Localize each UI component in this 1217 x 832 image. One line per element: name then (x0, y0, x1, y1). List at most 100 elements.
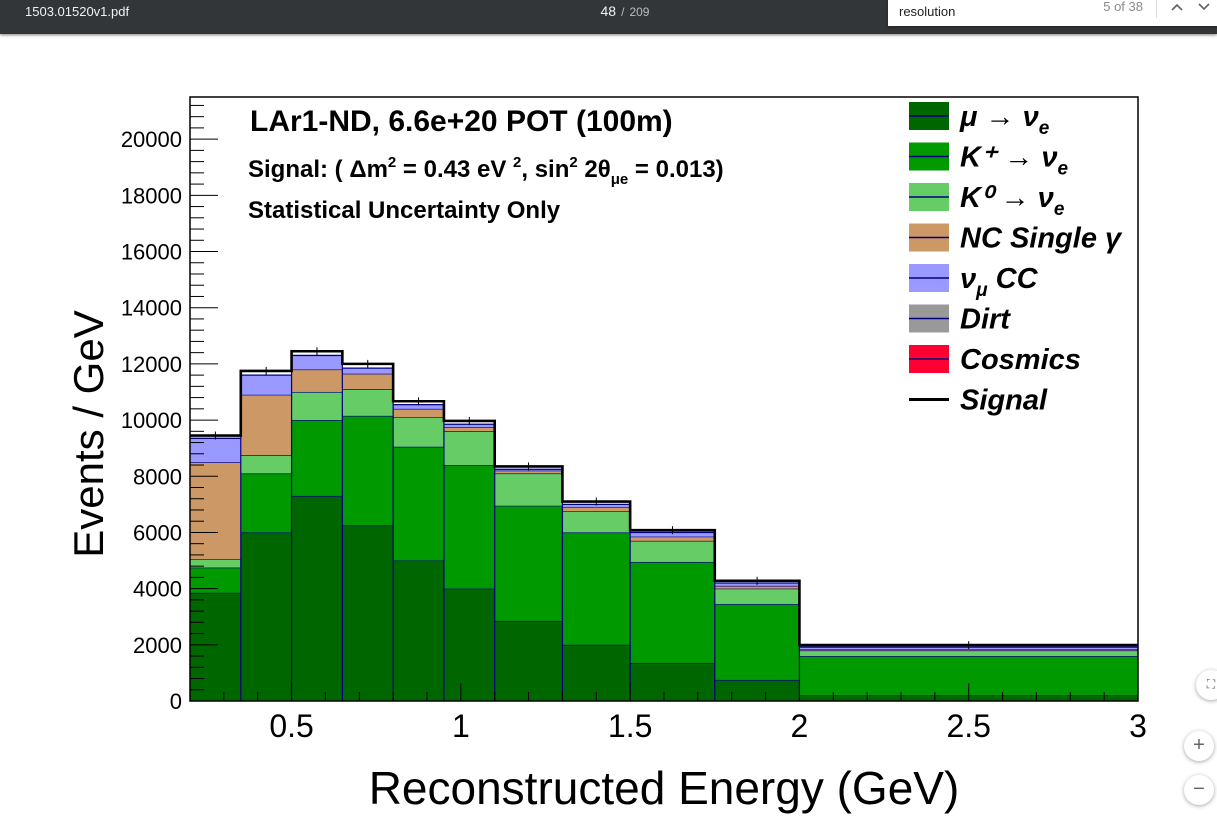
bar-0-9 (714, 679, 800, 701)
pdf-toolbar: 1503.01520v1.pdf 48 / 209 5 of 38 (0, 0, 1217, 34)
bar-2-1 (240, 455, 292, 474)
bar-3-5 (443, 427, 495, 432)
bar-0-1 (240, 532, 292, 701)
axis-ticks (190, 104, 1139, 702)
x-tick-labels: 0.5 1 1.5 2 2.5 3 (269, 708, 1147, 744)
x-tick-label-3: 2 (791, 708, 809, 744)
y-tick-label-1: 2000 (133, 633, 182, 658)
bar-3-7 (562, 507, 631, 512)
y-tick-label-5: 10000 (121, 408, 182, 433)
signal-outline (190, 347, 1138, 650)
legend-label-6: Cosmics (960, 344, 1081, 376)
y-tick-labels: 0 2000 4000 6000 8000 10000 12000 14000 16000 180… (121, 127, 182, 714)
y-tick-label-0: 0 (170, 689, 182, 714)
find-divider (1156, 0, 1157, 18)
bar-4-5 (443, 424, 495, 428)
bar-3-3 (342, 373, 394, 390)
bar-1-6 (494, 505, 563, 621)
current-page-number[interactable]: 48 (600, 3, 617, 19)
bar-4-8 (630, 532, 715, 537)
y-axis-label: Events / GeV (65, 310, 112, 557)
legend-label-1: K⁺ → νe (960, 142, 1069, 180)
bar-1-7 (562, 532, 631, 645)
zoom-out-button[interactable]: − (1184, 775, 1214, 805)
bar-2-9 (714, 588, 800, 605)
chevron-down-icon[interactable] (1193, 0, 1215, 18)
x-tick-label-1: 1 (452, 708, 470, 744)
chevron-up-icon[interactable] (1166, 0, 1188, 18)
y-tick-label-6: 12000 (121, 352, 182, 377)
bar-1-3 (342, 415, 394, 526)
chart-subtitle-2: Statistical Uncertainty Only (248, 197, 561, 224)
bar-4-7 (562, 504, 631, 508)
y-tick-label-9: 18000 (121, 183, 182, 208)
stacked-bars (190, 354, 1138, 701)
bar-1-9 (714, 604, 800, 680)
document-title: 1503.01520v1.pdf (25, 4, 130, 19)
x-axis-label: Reconstructed Energy (GeV) (369, 762, 960, 814)
bar-3-9 (714, 585, 800, 589)
x-tick-label-2: 1.5 (608, 708, 652, 744)
y-tick-label-3: 6000 (133, 520, 182, 545)
find-input[interactable] (888, 0, 1099, 22)
y-tick-label-2: 4000 (133, 577, 182, 602)
bar-1-5 (443, 465, 495, 589)
page-separator: / (621, 5, 625, 19)
x-tick-label-4: 2.5 (946, 708, 990, 744)
bar-3-6 (494, 470, 563, 474)
bar-4-1 (240, 375, 292, 395)
bar-2-3 (342, 389, 394, 416)
signal-line-path (190, 349, 1138, 647)
bar-2-4 (393, 417, 444, 447)
fit-page-icon[interactable]: ⛶ (1196, 670, 1217, 700)
x-tick-label-5: 3 (1129, 708, 1147, 744)
y-tick-label-10: 20000 (121, 127, 182, 152)
chart-title: LAr1-ND, 6.6e+20 POT (100m) (250, 105, 673, 138)
bar-4-3 (342, 368, 394, 374)
bar-2-10 (799, 650, 1138, 657)
bar-2-0 (190, 559, 241, 568)
total-pages: 209 (629, 5, 650, 19)
bar-0-0 (190, 592, 241, 701)
legend-label-3: NC Single γ (960, 223, 1123, 255)
histogram-chart: 0.5 1 1.5 2 2.5 3 0 2000 4000 6000 8000 10000 12000… (65, 96, 1147, 814)
bar-1-8 (630, 561, 715, 664)
bar-1-4 (393, 446, 444, 561)
bar-0-8 (630, 663, 715, 701)
legend-label-signal: Signal (960, 385, 1048, 417)
bar-3-4 (393, 408, 444, 418)
bar-0-2 (291, 495, 343, 701)
legend-label-5: Dirt (960, 304, 1011, 336)
bar-4-2 (291, 355, 343, 370)
zoom-in-button[interactable]: + (1184, 731, 1214, 761)
y-tick-label-7: 14000 (121, 296, 182, 321)
bar-3-10 (799, 649, 1138, 651)
bar-0-4 (393, 560, 444, 701)
chart-subtitle: Signal: ( Δm2 = 0.43 eV 2, sin2 2θμe = 0… (248, 154, 724, 188)
legend-label-2: K⁰ → νe (960, 182, 1065, 220)
legend-label-0: μ → νe (959, 101, 1050, 139)
bar-1-2 (291, 420, 343, 496)
bar-0-3 (342, 525, 394, 701)
y-tick-label-4: 8000 (133, 464, 182, 489)
bar-0-7 (562, 644, 631, 701)
page-indicator: 48 / 209 (560, 0, 690, 23)
bar-2-7 (562, 511, 631, 533)
bar-2-2 (291, 391, 343, 421)
bar-4-4 (393, 404, 444, 409)
find-bar: 5 of 38 (888, 0, 1217, 26)
bar-1-1 (240, 473, 292, 533)
bar-3-2 (291, 369, 343, 392)
bar-2-5 (443, 431, 495, 466)
legend-label-4: νμ CC (960, 263, 1039, 301)
bar-2-6 (494, 473, 563, 506)
y-tick-label-8: 16000 (121, 240, 182, 265)
bar-0-5 (443, 588, 495, 701)
bar-2-8 (630, 540, 715, 562)
bar-3-0 (190, 462, 241, 560)
find-match-count: 5 of 38 (1103, 0, 1143, 14)
x-tick-label-0: 0.5 (269, 708, 313, 744)
bar-3-1 (240, 394, 292, 456)
bar-3-8 (630, 536, 715, 541)
